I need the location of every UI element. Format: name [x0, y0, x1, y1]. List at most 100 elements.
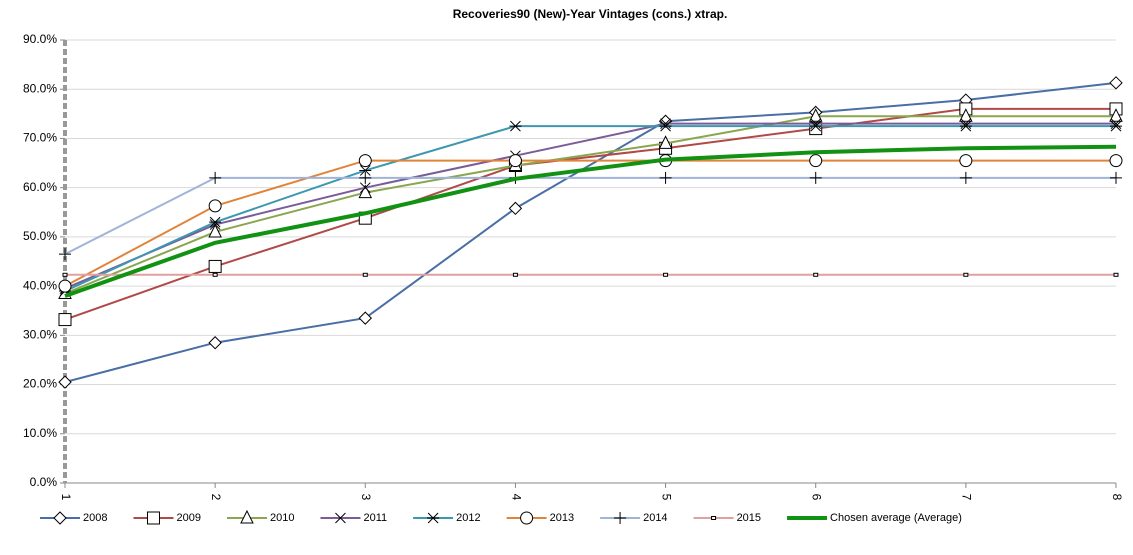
marker: [1113, 272, 1119, 277]
series: [59, 120, 1122, 297]
marker: [963, 272, 969, 277]
x-tick-label: 7: [960, 494, 974, 501]
y-tick-label: 60.0%: [23, 180, 57, 194]
marker: [209, 216, 222, 228]
marker: [959, 154, 973, 168]
legend-item: 2009: [133, 511, 201, 525]
marker: [209, 171, 222, 184]
marker: [58, 279, 72, 293]
series-line: [64, 144, 1117, 298]
legend-item: 2015: [693, 512, 761, 524]
legend-label: 2009: [176, 512, 200, 524]
marker: [659, 171, 672, 184]
legend-item: Chosen average (Average): [787, 512, 962, 524]
marker: [813, 272, 819, 277]
legend-label: 2013: [550, 512, 574, 524]
marker: [59, 248, 71, 261]
series-line: [64, 122, 1116, 290]
x-tick-label: 1: [59, 494, 73, 501]
x-tick-label: 2: [209, 494, 223, 501]
series-line: [64, 125, 1116, 292]
marker: [1109, 154, 1123, 168]
marker: [358, 311, 372, 325]
marker: [208, 223, 222, 238]
series-line: [64, 115, 1116, 295]
marker: [359, 182, 371, 194]
legend-label: 2010: [270, 512, 294, 524]
series-line: [64, 176, 1116, 256]
marker: [659, 120, 672, 132]
marker: [663, 272, 669, 277]
marker: [335, 512, 346, 524]
legend-item: 2012: [413, 512, 481, 524]
marker: [208, 259, 222, 273]
marker: [212, 272, 218, 277]
marker: [1109, 108, 1123, 122]
marker: [58, 375, 72, 389]
marker: [208, 336, 222, 350]
x-tick-label: 6: [810, 494, 824, 501]
series: [58, 102, 1123, 327]
marker: [711, 516, 717, 520]
chart-title: Recoveries90 (New)-Year Vintages (cons.)…: [453, 7, 728, 21]
y-tick-label: 30.0%: [23, 328, 57, 342]
marker: [53, 511, 67, 525]
marker: [1110, 120, 1122, 132]
series-line: [64, 81, 1117, 384]
y-tick-label: 40.0%: [23, 278, 57, 292]
legend-label: 2012: [456, 512, 480, 524]
series-line: [64, 107, 1116, 321]
legend-item: 2008: [40, 511, 107, 525]
marker: [520, 511, 534, 525]
legend-item: 2011: [320, 512, 387, 524]
marker: [508, 154, 522, 168]
y-tick-label: 10.0%: [23, 426, 57, 440]
x-tick-label: 5: [659, 494, 673, 501]
legend-item: 2014: [600, 512, 668, 524]
marker: [509, 120, 522, 132]
marker: [959, 120, 972, 132]
marker: [362, 272, 368, 277]
marker: [809, 171, 822, 184]
legend-label: 2014: [643, 512, 667, 524]
marker: [512, 272, 518, 277]
marker: [1110, 171, 1122, 184]
y-tick-label: 80.0%: [23, 81, 57, 95]
series-line: [64, 159, 1116, 287]
marker: [808, 108, 823, 122]
marker: [1109, 76, 1123, 90]
marker: [358, 184, 373, 199]
marker: [959, 171, 972, 184]
y-tick-label: 50.0%: [23, 229, 57, 243]
marker: [959, 108, 973, 122]
marker: [359, 171, 372, 184]
marker: [658, 135, 673, 149]
series: [62, 272, 1119, 277]
marker: [208, 199, 222, 213]
legend-item: 2013: [506, 511, 574, 525]
marker: [240, 509, 254, 524]
marker: [146, 511, 160, 525]
series: [64, 144, 1117, 298]
y-tick-label: 70.0%: [23, 131, 57, 145]
x-tick-label: 3: [359, 494, 373, 501]
x-tick-label: 4: [509, 494, 523, 501]
marker: [359, 165, 372, 176]
marker: [809, 120, 822, 132]
y-tick-label: 90.0%: [23, 32, 57, 46]
legend-item: 2010: [226, 509, 294, 524]
marker: [614, 512, 627, 524]
legend-label: 2008: [83, 512, 107, 524]
marker: [62, 272, 68, 277]
legend-label: 2015: [737, 512, 761, 524]
marker: [809, 154, 823, 168]
series: [58, 76, 1123, 389]
series: [59, 171, 1122, 261]
y-tick-label: 20.0%: [23, 377, 57, 391]
marker: [358, 154, 372, 168]
marker: [427, 512, 440, 524]
legend-label: Chosen average (Average): [830, 512, 962, 524]
legend-label: 2011: [363, 512, 387, 524]
y-tick-label: 0.0%: [30, 475, 58, 489]
